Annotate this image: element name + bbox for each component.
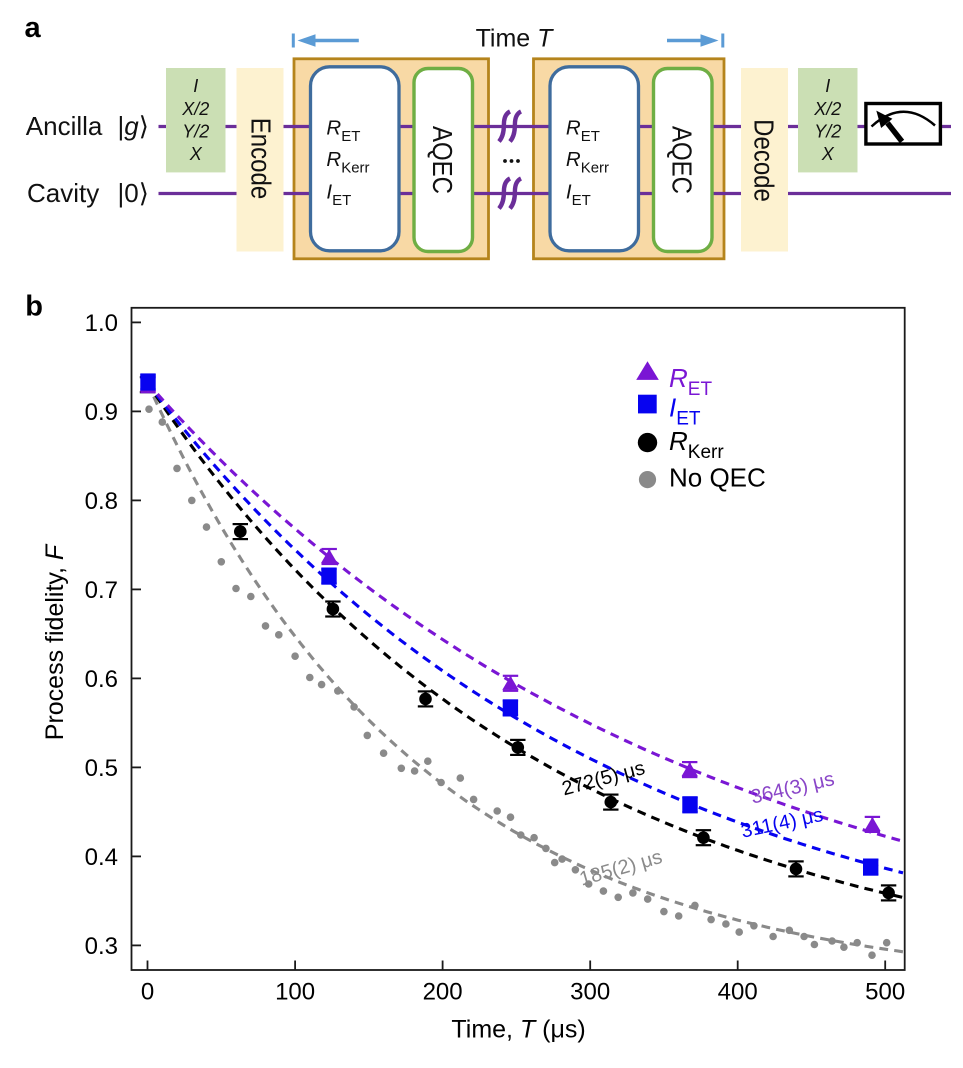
svg-text:0.6: 0.6 (85, 666, 118, 693)
svg-text:Process fidelity, F: Process fidelity, F (41, 543, 69, 740)
svg-text:Time T: Time T (476, 25, 555, 53)
svg-text:RKerr: RKerr (669, 426, 724, 463)
svg-text:X/2: X/2 (181, 99, 209, 119)
svg-text:Encode: Encode (245, 118, 275, 199)
svg-text:0: 0 (141, 979, 154, 1006)
svg-text:X: X (821, 144, 835, 164)
svg-text:0.3: 0.3 (85, 933, 118, 960)
svg-text:RKerr: RKerr (326, 148, 369, 177)
svg-text:|g⟩: |g⟩ (118, 111, 149, 141)
svg-text:a: a (25, 12, 42, 44)
svg-text:500: 500 (865, 979, 905, 1006)
svg-text:AQEC: AQEC (666, 126, 696, 194)
svg-text:b: b (25, 291, 43, 323)
svg-text:RET: RET (326, 117, 360, 146)
svg-text:IET: IET (566, 181, 591, 210)
svg-text:1.0: 1.0 (85, 310, 118, 337)
svg-text:0.7: 0.7 (85, 577, 118, 604)
svg-text:400: 400 (718, 979, 758, 1006)
svg-text:I: I (825, 76, 830, 96)
svg-text:Decode: Decode (748, 119, 778, 202)
svg-text:0.9: 0.9 (85, 399, 118, 426)
svg-text:RET: RET (669, 363, 712, 400)
svg-text:0.5: 0.5 (85, 755, 118, 782)
svg-text:0.4: 0.4 (85, 844, 118, 871)
svg-text:X: X (189, 144, 203, 164)
svg-text:Cavity: Cavity (27, 178, 99, 208)
svg-text:200: 200 (423, 979, 463, 1006)
svg-text:|0⟩: |0⟩ (118, 178, 149, 208)
svg-text:300: 300 (570, 979, 610, 1006)
svg-text:IET: IET (669, 393, 701, 430)
svg-text:Ancilla: Ancilla (26, 111, 103, 141)
svg-text:No QEC: No QEC (669, 462, 766, 492)
svg-text:RKerr: RKerr (566, 148, 609, 177)
svg-text:100: 100 (275, 979, 315, 1006)
svg-text:Y/2: Y/2 (814, 122, 841, 142)
svg-text:AQEC: AQEC (427, 126, 457, 194)
svg-text:RET: RET (566, 117, 600, 146)
svg-text:Y/2: Y/2 (182, 122, 209, 142)
svg-text:0.8: 0.8 (85, 488, 118, 515)
svg-text:Time, T (μs): Time, T (μs) (451, 1015, 585, 1043)
svg-text:I: I (193, 76, 198, 96)
svg-text:IET: IET (326, 181, 351, 210)
svg-text:X/2: X/2 (813, 99, 841, 119)
